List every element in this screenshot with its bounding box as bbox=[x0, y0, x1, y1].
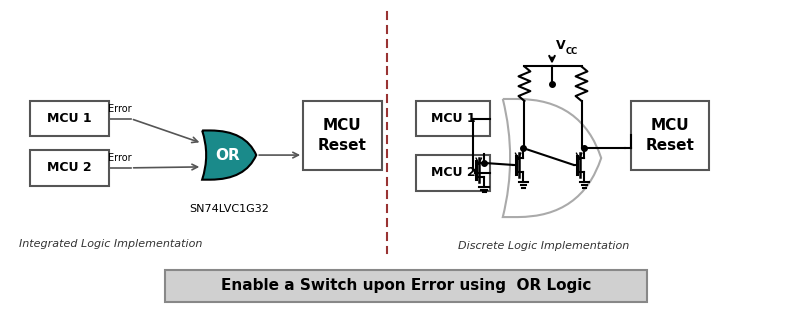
PathPatch shape bbox=[202, 130, 256, 180]
Text: MCU 1: MCU 1 bbox=[430, 112, 475, 125]
Text: Error: Error bbox=[108, 153, 132, 163]
Bar bbox=[303, 101, 382, 170]
Text: V: V bbox=[556, 39, 566, 52]
Bar bbox=[416, 101, 490, 137]
Text: Integrated Logic Implementation: Integrated Logic Implementation bbox=[19, 239, 202, 249]
Text: MCU
Reset: MCU Reset bbox=[318, 118, 367, 153]
Bar bbox=[630, 101, 710, 170]
Bar bbox=[416, 155, 490, 190]
Text: Error: Error bbox=[108, 104, 132, 114]
Bar bbox=[166, 270, 647, 302]
Text: Discrete Logic Implementation: Discrete Logic Implementation bbox=[458, 241, 630, 251]
Bar bbox=[30, 101, 109, 137]
Text: MCU 2: MCU 2 bbox=[430, 166, 475, 179]
Text: MCU 1: MCU 1 bbox=[47, 112, 92, 125]
Text: MCU
Reset: MCU Reset bbox=[646, 118, 694, 153]
Text: CC: CC bbox=[566, 47, 578, 56]
Bar bbox=[30, 150, 109, 186]
Text: MCU 2: MCU 2 bbox=[47, 161, 92, 174]
Text: SN74LVC1G32: SN74LVC1G32 bbox=[190, 204, 269, 214]
Text: Enable a Switch upon Error using  OR Logic: Enable a Switch upon Error using OR Logi… bbox=[221, 278, 591, 293]
Text: OR: OR bbox=[215, 148, 240, 163]
